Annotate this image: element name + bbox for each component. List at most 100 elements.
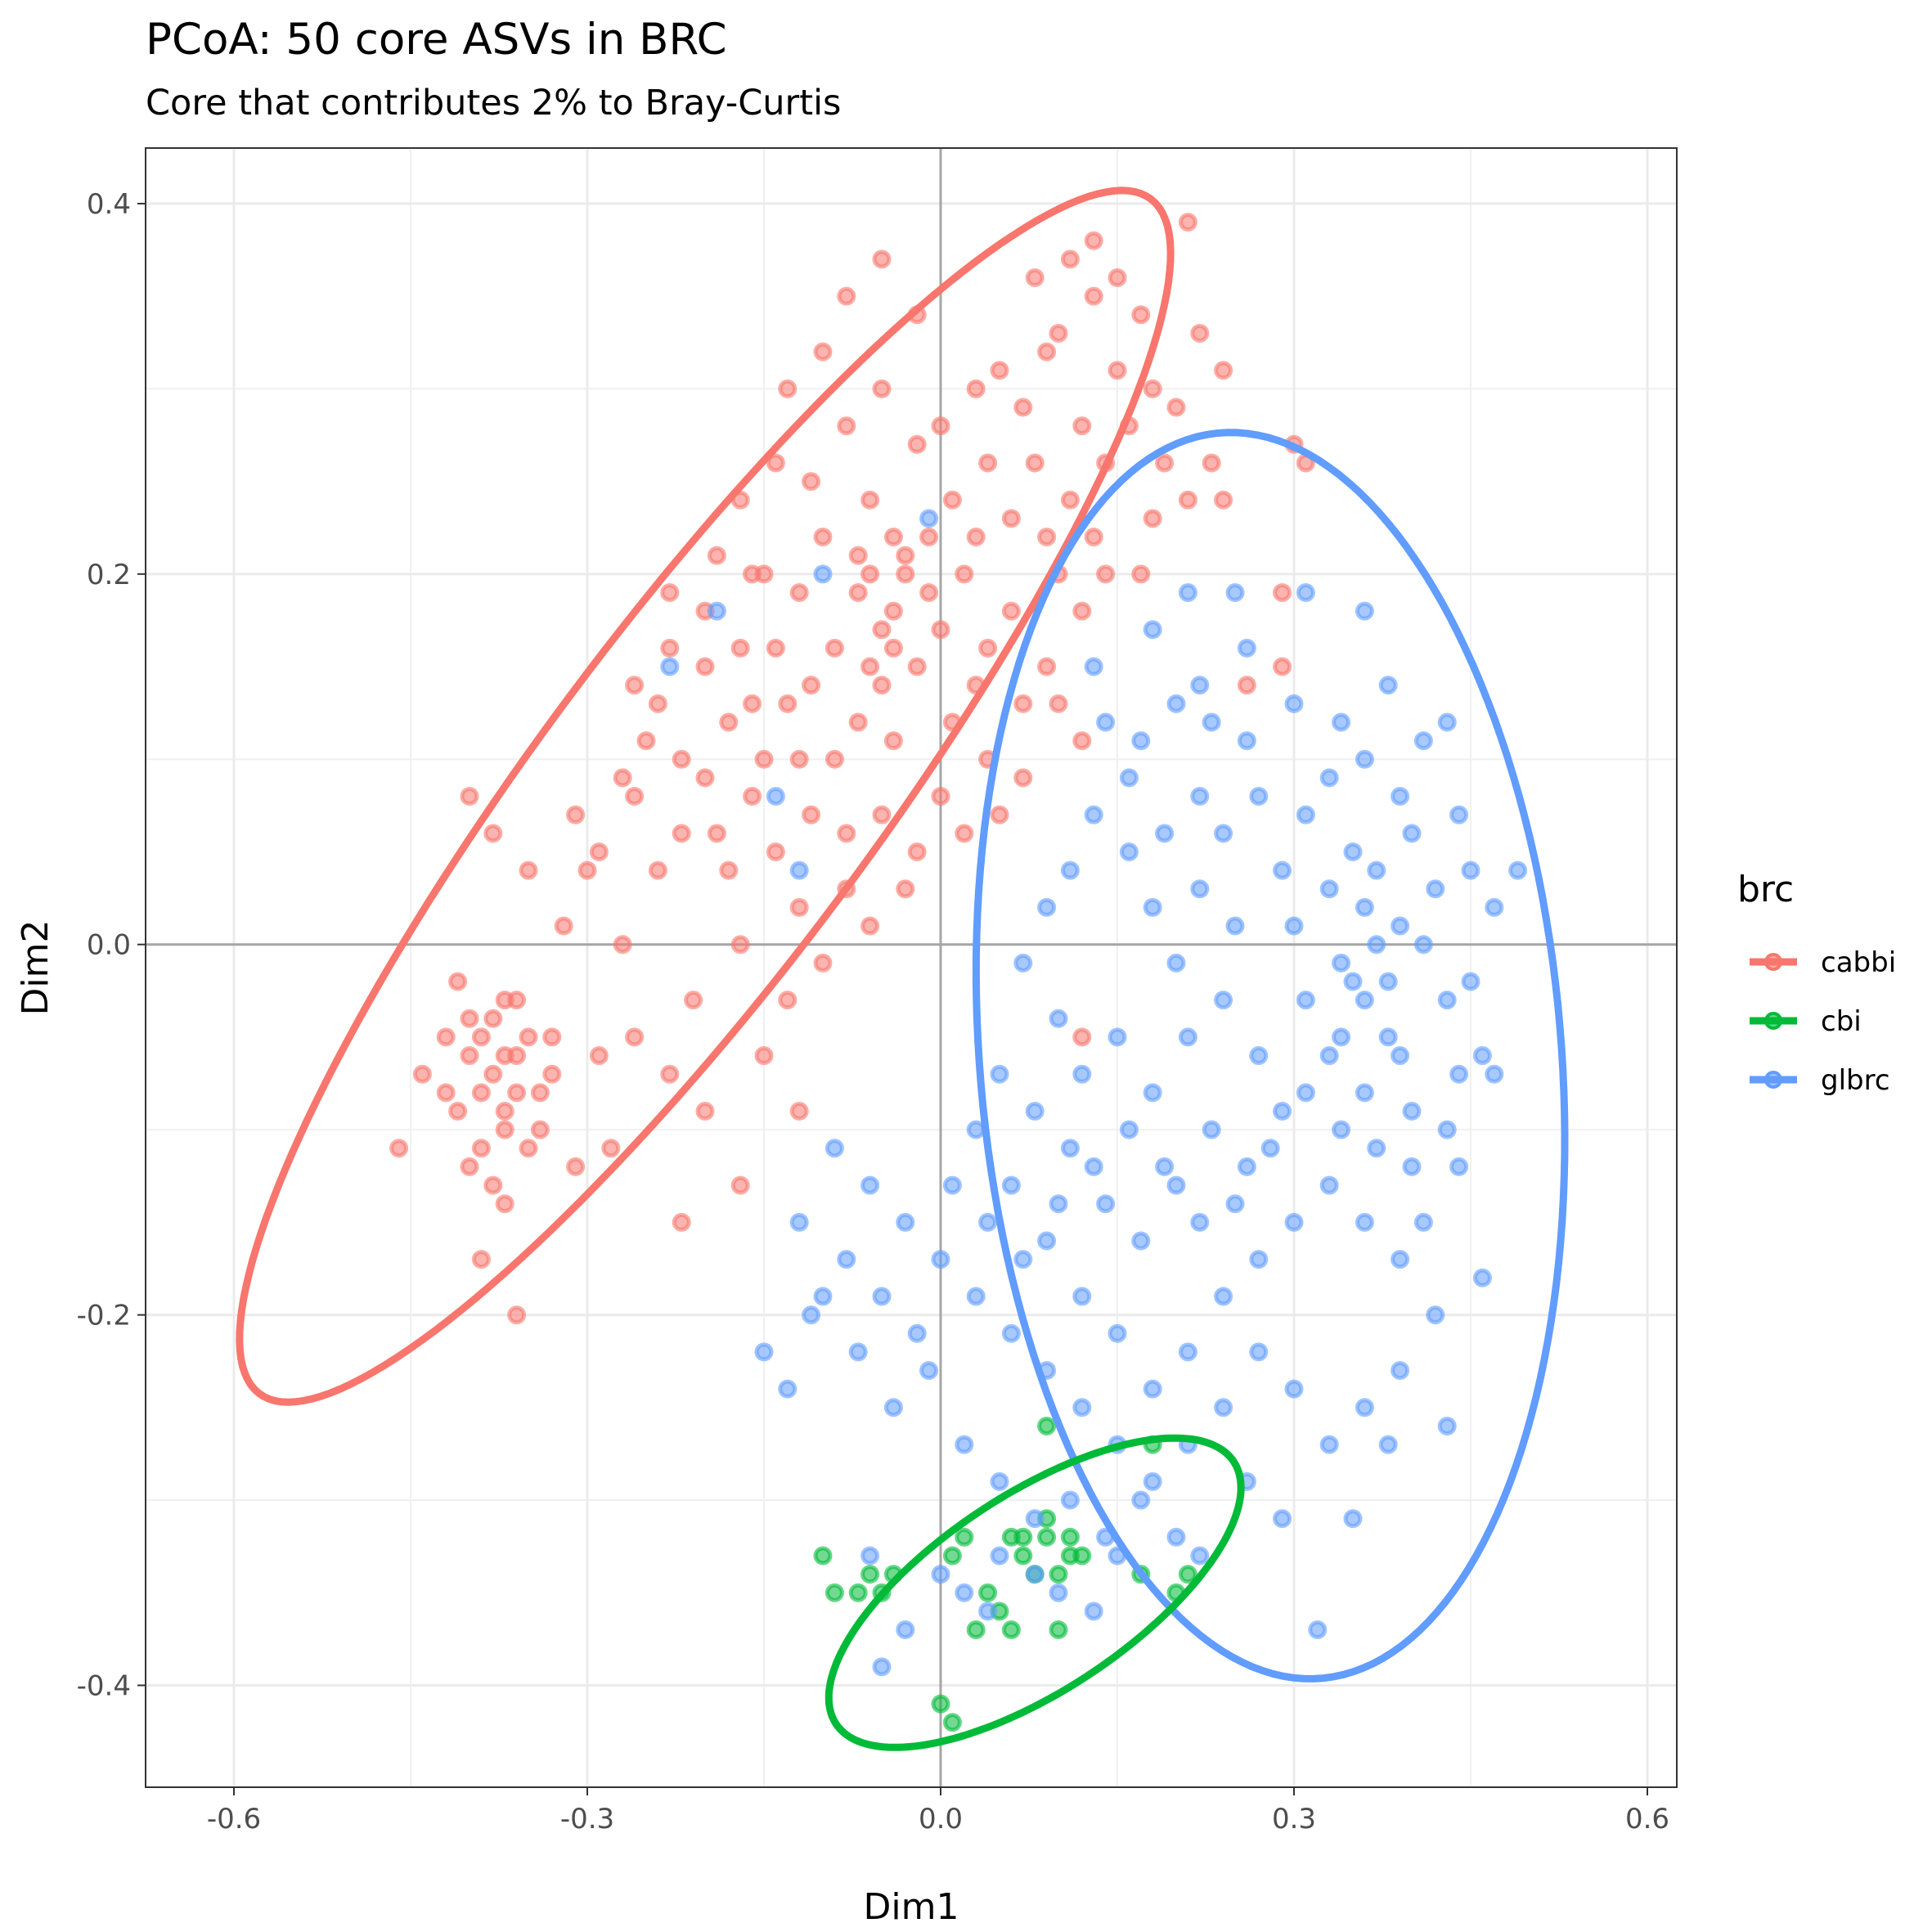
data-point-cabbi (719, 860, 739, 880)
y-tick-label: 0.4 (87, 188, 131, 221)
data-point-glbrc (1119, 842, 1139, 861)
data-point-glbrc (1190, 879, 1210, 899)
y-axis-label: Dim2 (15, 920, 56, 1016)
data-point-glbrc (1143, 620, 1162, 640)
data-point-glbrc (1461, 972, 1480, 991)
data-point-glbrc (1084, 1157, 1103, 1176)
data-point-cabbi (660, 638, 680, 658)
data-point-glbrc (1413, 935, 1433, 955)
legend-item-cabbi: cabbi (1750, 946, 1896, 979)
data-point-glbrc (1037, 1231, 1057, 1251)
data-point-glbrc (860, 1175, 880, 1195)
data-point-cabbi (719, 712, 739, 732)
data-point-cabbi (1108, 361, 1127, 380)
data-point-glbrc (1284, 916, 1304, 936)
data-point-cabbi (695, 768, 715, 788)
data-point-glbrc (1485, 1064, 1504, 1084)
data-point-glbrc (1319, 879, 1339, 899)
data-point-cabbi (978, 638, 998, 658)
data-point-cabbi (460, 1009, 479, 1028)
data-point-glbrc (1237, 1157, 1256, 1176)
data-point-glbrc (1343, 1509, 1363, 1529)
data-point-glbrc (1013, 953, 1033, 973)
data-point-cbi (1013, 1546, 1033, 1566)
data-point-glbrc (789, 860, 809, 880)
data-point-cabbi (766, 453, 785, 473)
data-point-cabbi (1037, 528, 1057, 547)
data-point-cabbi (530, 1120, 550, 1139)
legend: brc cabbi cbi glbrc (1737, 869, 1896, 1097)
data-point-glbrc (1143, 1471, 1162, 1491)
data-point-glbrc (1355, 749, 1374, 769)
data-point-glbrc (990, 1064, 1009, 1084)
data-point-cabbi (625, 787, 645, 806)
data-point-glbrc (942, 1175, 962, 1195)
legend-label: cabbi (1821, 946, 1896, 979)
data-point-cabbi (907, 842, 927, 861)
data-point-glbrc (778, 1379, 798, 1399)
data-point-glbrc (1155, 1157, 1175, 1176)
data-point-glbrc (1426, 1305, 1445, 1325)
data-point-glbrc (1202, 712, 1221, 732)
data-point-cabbi (848, 582, 868, 602)
data-point-cabbi (789, 897, 809, 917)
data-point-cabbi (837, 286, 856, 306)
data-point-cabbi (931, 787, 950, 806)
data-point-cabbi (872, 805, 892, 824)
data-point-cabbi (966, 379, 986, 398)
data-point-cabbi (684, 991, 703, 1010)
data-point-glbrc (1378, 1435, 1398, 1454)
data-point-glbrc (1190, 787, 1210, 806)
data-point-cabbi (1190, 323, 1210, 343)
data-point-glbrc (1060, 1490, 1080, 1510)
data-point-cabbi (1072, 731, 1092, 751)
data-point-glbrc (1225, 582, 1245, 602)
data-point-cbi (931, 1694, 950, 1714)
data-point-glbrc (1037, 897, 1057, 917)
data-point-glbrc (1214, 824, 1233, 843)
data-point-cabbi (813, 528, 833, 547)
data-point-cabbi (896, 879, 915, 899)
data-point-glbrc (1319, 768, 1339, 788)
legend-title: brc (1737, 869, 1794, 910)
data-point-cabbi (1084, 231, 1103, 250)
data-point-cabbi (883, 601, 903, 621)
data-point-cabbi (648, 860, 667, 880)
data-point-cabbi (471, 1083, 491, 1103)
y-tick-label: 0.2 (87, 559, 131, 591)
data-point-glbrc (1355, 897, 1374, 917)
ellipse-glbrc (972, 429, 1569, 1683)
data-point-glbrc (1249, 1250, 1269, 1269)
data-point-glbrc (1096, 1194, 1116, 1214)
plot-area (145, 147, 1678, 1788)
data-point-cabbi (1131, 305, 1151, 325)
data-point-glbrc (1131, 1490, 1151, 1510)
data-point-glbrc (1084, 657, 1103, 676)
data-point-glbrc (1284, 694, 1304, 713)
data-point-glbrc (990, 1546, 1009, 1566)
data-point-glbrc (1508, 860, 1528, 880)
data-point-glbrc (1355, 1212, 1374, 1232)
data-point-cbi (824, 1583, 844, 1602)
data-point-glbrc (1131, 731, 1151, 751)
data-point-glbrc (1449, 805, 1469, 824)
legend-item-cbi: cbi (1750, 1005, 1862, 1038)
data-point-cabbi (613, 768, 632, 788)
data-point-cabbi (883, 731, 903, 751)
data-point-cabbi (448, 972, 468, 991)
data-point-glbrc (1072, 1064, 1092, 1084)
data-point-glbrc (1084, 805, 1103, 824)
data-point-glbrc (1249, 787, 1269, 806)
data-point-glbrc (1413, 731, 1433, 751)
data-point-cabbi (495, 1120, 514, 1139)
data-point-cabbi (460, 1046, 479, 1066)
data-point-glbrc (1391, 1361, 1410, 1381)
data-point-cabbi (483, 824, 503, 843)
data-point-cabbi (778, 991, 798, 1010)
data-point-glbrc (1319, 1435, 1339, 1454)
data-point-glbrc (1402, 1101, 1422, 1121)
data-point-glbrc (1166, 1175, 1186, 1195)
data-point-cabbi (519, 1139, 538, 1158)
data-point-glbrc (1319, 1175, 1339, 1195)
data-point-glbrc (1049, 1194, 1068, 1214)
